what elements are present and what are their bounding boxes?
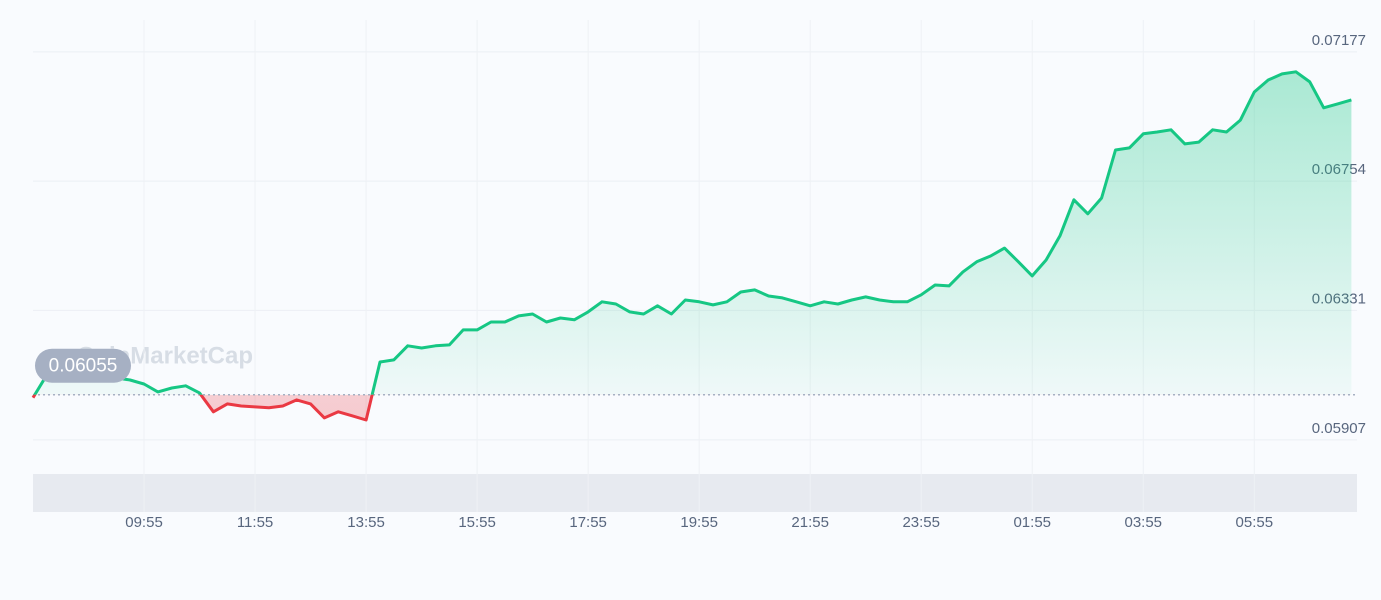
x-tick-label: 01:55 [1013,514,1051,531]
y-tick-label: 0.05907 [1312,420,1366,437]
x-tick-label: 15:55 [458,514,496,531]
x-tick-label: 03:55 [1124,514,1162,531]
x-tick-label: 21:55 [791,514,829,531]
x-tick-label: 05:55 [1236,514,1274,531]
y-tick-label: 0.07177 [1312,32,1366,49]
area-down [33,394,373,420]
x-tick-label: 11:55 [237,514,273,531]
volume-band [33,474,1357,512]
x-tick-label: 17:55 [569,514,607,531]
baseline-label-bg [35,348,131,383]
price-line-down [31,394,374,422]
x-tick-label: 19:55 [680,514,718,531]
price-line-up [33,70,1352,395]
x-tick-label: 23:55 [902,514,940,531]
x-tick-label: 09:55 [125,514,163,531]
area-up [33,71,1352,395]
x-tick-label: 13:55 [347,514,385,531]
baseline-label: 0.06055 [49,356,118,377]
